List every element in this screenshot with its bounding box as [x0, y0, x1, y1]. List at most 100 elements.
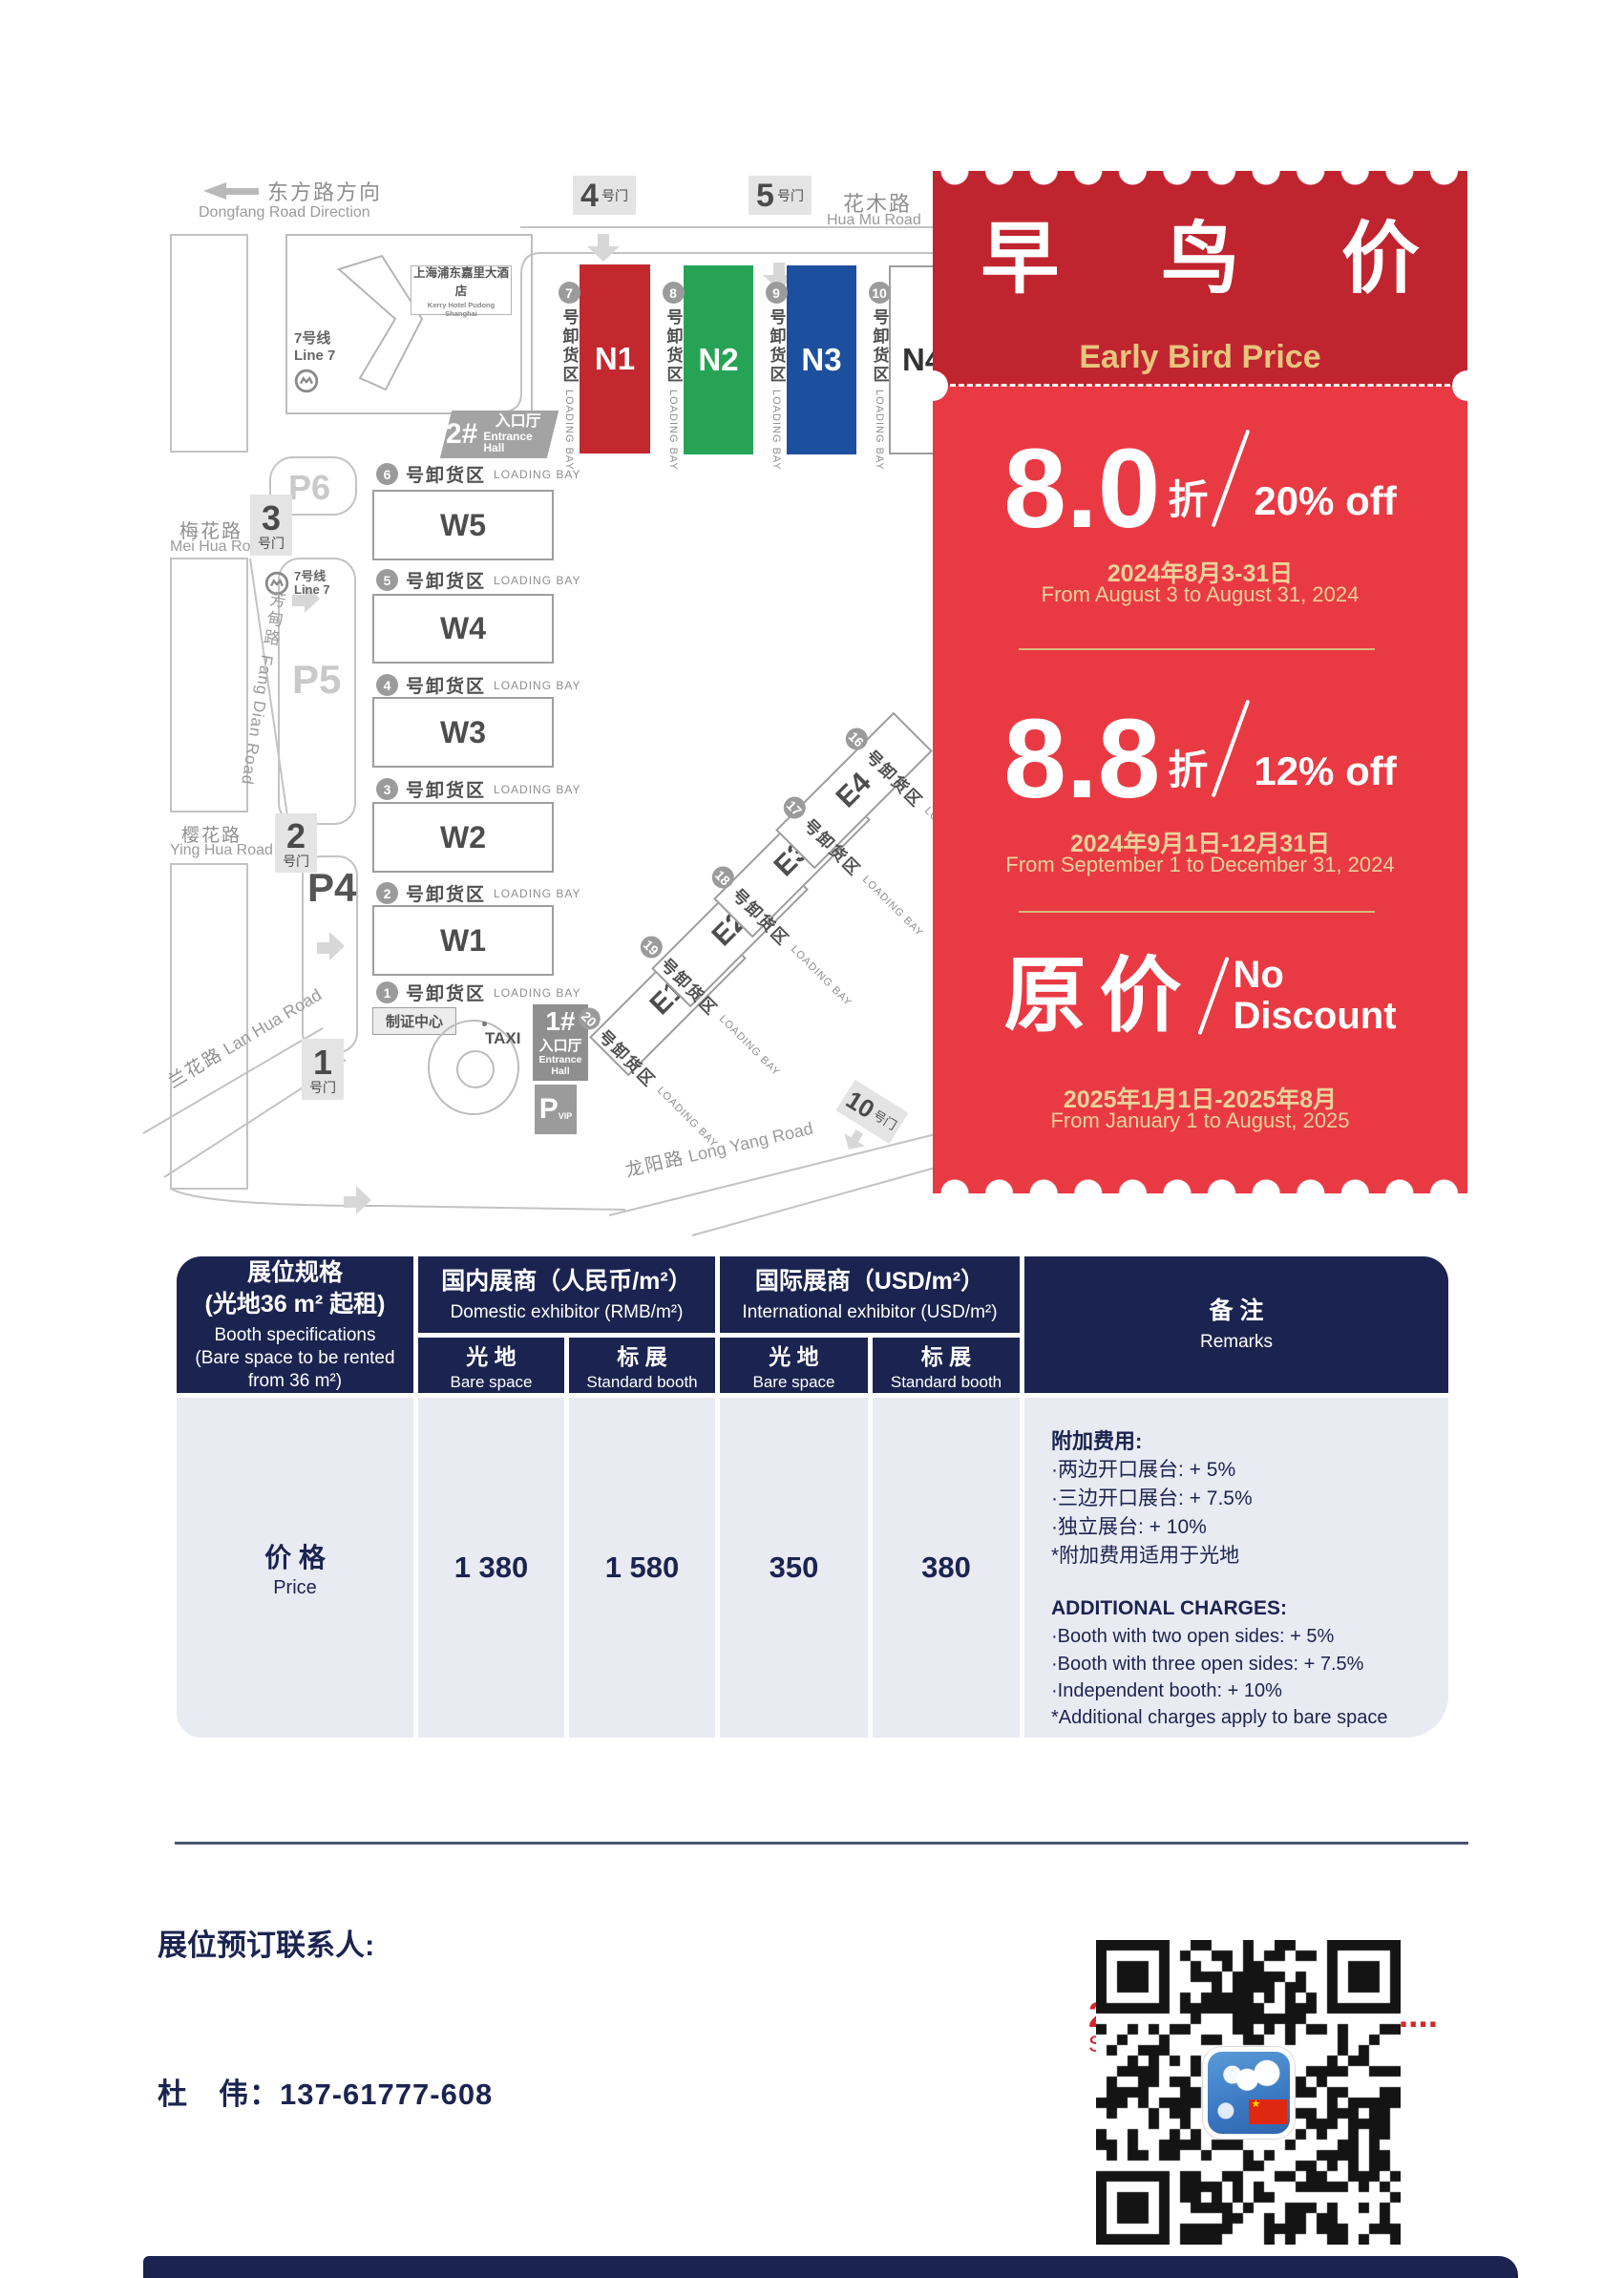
remarks-en-4: *Additional charges apply to bare space [1051, 1707, 1388, 1729]
price-table: 展位规格 (光地36 m² 起租) Booth specifications (… [177, 1256, 1448, 1738]
loading-bay-5-label-cn: 号卸货区 [406, 572, 487, 592]
tier-2-date-cn: 2024年9月1日-12月31日 [1069, 831, 1331, 857]
intl-bare-en: Bare space [752, 1373, 835, 1391]
tier-3-original-price: 原价 [1003, 950, 1195, 1042]
tier-1-unit: 折 [1168, 477, 1209, 522]
gate-3-arrow-icon [292, 584, 321, 613]
price-dom-bare-value: 1 380 [453, 1550, 529, 1584]
loading-bay-6: 6 号卸货区 LOADING BAY [376, 461, 580, 487]
gate-2-arrow-icon [317, 932, 346, 960]
loading-bay-10: 10 号卸货区 LOADING BAY [867, 282, 892, 471]
gate-10-arrow-icon [838, 1126, 871, 1157]
gate-5-suffix: 号门 [776, 187, 804, 203]
coupon-title-cn: 早 鸟 价 [981, 216, 1460, 303]
loading-bay-5-number: 5 [376, 569, 398, 591]
spec-header-cell: 展位规格 (光地36 m² 起租) Booth specifications (… [177, 1256, 413, 1393]
parking-p5-label: P5 [292, 657, 342, 702]
line7-label-cn: 7号线 [294, 330, 331, 347]
gate-3: 3 号门 [250, 495, 292, 556]
hall-n3-label: N3 [801, 342, 842, 377]
gate-4-arrow-icon [587, 234, 620, 263]
meihua-road-label-en: Mei Hua Road [170, 538, 268, 555]
booking-contact-label: 展位预订联系人: [158, 1929, 375, 1962]
loading-bay-1-label-cn: 号卸货区 [406, 984, 487, 1004]
dongfang-road-label-cn: 东方路方向 [267, 180, 383, 204]
loading-bay-6-number: 6 [376, 463, 398, 485]
line7-label-en: Line 7 [294, 348, 336, 364]
remarks-en-1: ·Booth with two open sides: + 5% [1051, 1626, 1335, 1648]
vip-parking-p: P [538, 1093, 559, 1125]
gate-10: 10 号门 [819, 1079, 909, 1170]
tier-1-discount: 8.0 [1003, 426, 1161, 553]
gate-3-suffix: 号门 [258, 535, 285, 551]
hall-w4-label: W4 [440, 611, 486, 645]
parking-p4-label: P4 [307, 865, 357, 910]
entrance-hall-1-cn: 入口厅 [538, 1037, 582, 1054]
hall-w5: W5 [372, 490, 554, 560]
loading-bay-7-label-en: LOADING BAY [563, 390, 575, 471]
tier-2-slash [1211, 699, 1251, 798]
fangdian-road-cn: 芳甸路 [259, 589, 286, 650]
intl-std-en: Standard booth [890, 1373, 1002, 1391]
venue-map: 东方路方向 Dongfang Road Direction 4 号门 5 号门 … [0, 0, 1624, 1236]
taxi-roundabout-outer [428, 1020, 519, 1115]
loading-bay-2-label-cn: 号卸货区 [406, 885, 487, 905]
taxi-roundabout-inner [456, 1050, 495, 1088]
loading-bay-7: 7 号卸货区 LOADING BAY [557, 282, 581, 471]
gate-1-suffix: 号门 [309, 1079, 336, 1095]
remarks-body-cell: 附加费用: ·两边开口展台: + 5% ·三边开口展台: + 7.5% ·独立展… [1024, 1398, 1448, 1738]
remarks-zh-1: ·两边开口展台: + 5% [1051, 1459, 1236, 1482]
loading-bay-10-label-en: LOADING BAY [874, 390, 885, 471]
coupon-header: 早 鸟 价 Early Bird Price [933, 171, 1467, 386]
vip-parking: P VIP [535, 1085, 577, 1134]
hall-w5-label: W5 [440, 507, 486, 542]
loading-bay-4: 4 号卸货区 LOADING BAY [376, 672, 580, 698]
metro-line7-north: 7号线 Line 7 [294, 327, 335, 398]
wechat-qr-code: ★ [1096, 1940, 1401, 2245]
loading-bay-5-label-en: LOADING BAY [494, 573, 581, 587]
remarks-en-3: ·Independent booth: + 10% [1051, 1680, 1282, 1702]
hall-w3: W3 [372, 697, 554, 768]
loading-bay-19-label-en: LOADING BAY [717, 1012, 783, 1079]
price-intl-std-value: 380 [921, 1550, 971, 1584]
loading-bay-1-label-en: LOADING BAY [494, 985, 581, 1000]
metro-logo-icon [264, 571, 289, 595]
remarks-en-head: ADDITIONAL CHARGES: [1051, 1597, 1287, 1620]
spec-cn-line2: (光地36 m² 起租) [204, 1291, 386, 1318]
international-header-cell: 国际展商（USD/m²） International exhibitor (US… [720, 1256, 1020, 1333]
vip-parking-sub: VIP [558, 1111, 573, 1121]
tier-3-date-cn: 2025年1月1日-2025年8月 [1063, 1086, 1338, 1113]
entrance-hall-2-number: 2# [446, 418, 478, 450]
huamu-road-label-en: Hua Mu Road [827, 212, 921, 228]
tier-1-date-cn: 2024年8月3-31日 [1107, 560, 1294, 587]
loading-bay-5: 5 号卸货区 LOADING BAY [376, 567, 580, 593]
coupon-scallop-bottom [933, 1174, 1467, 1193]
remarks-zh-3: ·独立展台: + 10% [1051, 1515, 1207, 1538]
line7-west-label-cn: 7号线 [294, 569, 327, 583]
tier-2-discount: 8.8 [1003, 696, 1161, 823]
gate-4-suffix: 号门 [601, 187, 628, 203]
loading-bay-3: 3 号卸货区 LOADING BAY [376, 776, 580, 802]
line7-west-label-en: Line 7 [294, 581, 330, 597]
coupon-separator-2 [1019, 911, 1375, 913]
loading-bay-18-label-en: LOADING BAY [789, 942, 854, 1009]
loading-bay-8-label-en: LOADING BAY [667, 390, 679, 471]
price-intl-bare-value: 350 [769, 1550, 819, 1584]
tier-2-off: 12% off [1254, 749, 1397, 793]
hall-n1: N1 [580, 264, 650, 453]
loading-bay-7-label-cn: 号卸货区 [559, 308, 579, 385]
loading-bay-4-number: 4 [376, 674, 398, 696]
remarks-zh-head: 附加费用: [1051, 1429, 1143, 1453]
price-intl-std: 380 [873, 1398, 1020, 1738]
longyang-road-cn: 龙阳路 [623, 1148, 687, 1182]
dom-bare-en: Bare space [450, 1373, 533, 1391]
loading-bay-1: 1 号卸货区 LOADING BAY [376, 980, 580, 1005]
loading-bay-18-number: 18 [707, 861, 739, 894]
taxi-dot [482, 1022, 487, 1026]
loading-bay-9-number: 9 [765, 282, 788, 304]
meihua-road-label-cn: 梅花路 [179, 521, 243, 542]
hall-n3: N3 [787, 265, 856, 454]
hall-w3-label: W3 [440, 714, 486, 749]
hall-w1: W1 [372, 905, 554, 976]
loading-bay-19-number: 19 [636, 931, 667, 963]
